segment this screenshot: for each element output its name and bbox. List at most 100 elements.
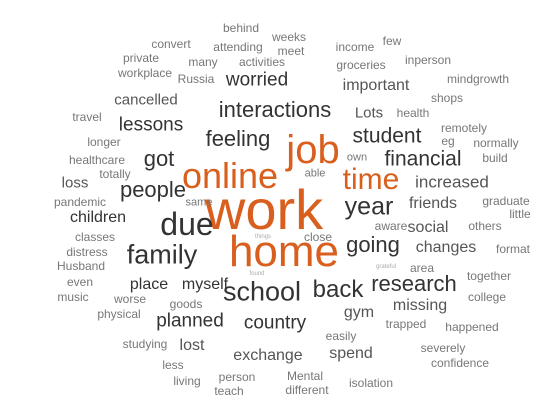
word-confidence: confidence: [430, 356, 490, 370]
word-living: living: [173, 374, 201, 388]
word-planned: planned: [156, 310, 224, 332]
word-changes: changes: [415, 239, 477, 256]
word-different: different: [285, 383, 329, 397]
word-same: same: [185, 196, 213, 209]
word-found: found: [249, 271, 265, 277]
word-exchange: exchange: [233, 347, 303, 364]
word-healthcare: healthcare: [68, 153, 126, 167]
word-eg: eg: [441, 134, 455, 148]
word-financial: financial: [384, 147, 462, 171]
word-severely: severely: [420, 341, 466, 355]
word-little: little: [509, 207, 531, 221]
word-important: important: [342, 77, 410, 94]
word-due: due: [160, 206, 214, 242]
word-easily: easily: [325, 329, 357, 343]
word-country: country: [243, 312, 307, 334]
word-inperson: inperson: [404, 53, 452, 67]
word-lots: Lots: [354, 104, 384, 122]
word-totally: totally: [99, 167, 131, 181]
word-meet: meet: [277, 44, 305, 58]
word-student: student: [352, 124, 422, 148]
word-studying: studying: [122, 337, 168, 351]
word-home: home: [228, 227, 340, 276]
word-able: able: [304, 167, 326, 180]
word-even: even: [66, 275, 94, 289]
word-goods: goods: [169, 297, 203, 311]
word-teach: teach: [214, 384, 244, 398]
word-time: time: [342, 163, 400, 196]
word-travel: travel: [72, 110, 102, 124]
word-aware: aware: [374, 219, 408, 233]
word-people: people: [119, 177, 187, 202]
word-own: own: [346, 151, 368, 164]
word-things: things: [254, 234, 272, 240]
word-mental: Mental: [286, 369, 324, 383]
word-many: many: [188, 55, 218, 69]
word-distress: distress: [66, 245, 108, 259]
word-spend: spend: [329, 345, 373, 362]
word-isolation: isolation: [348, 376, 394, 390]
word-classes: classes: [74, 230, 116, 244]
word-cancelled: cancelled: [114, 91, 178, 109]
word-work: work: [204, 178, 324, 241]
word-myself: myself: [181, 276, 229, 293]
word-research: research: [371, 271, 457, 296]
word-longer: longer: [87, 135, 121, 149]
word-few: few: [382, 34, 402, 48]
word-year: year: [344, 192, 394, 221]
word-remotely: remotely: [440, 121, 488, 135]
word-gym: gym: [343, 304, 375, 321]
word-lessons: lessons: [118, 114, 184, 136]
word-less: less: [162, 358, 184, 372]
word-workplace: workplace: [117, 66, 173, 80]
word-attending: attending: [213, 40, 263, 54]
word-online: online: [181, 155, 279, 196]
word-trapped: trapped: [385, 317, 427, 331]
word-format: format: [495, 242, 531, 256]
word-shops: shops: [430, 91, 464, 105]
word-groceries: groceries: [336, 58, 386, 72]
word-grateful: grateful: [375, 264, 397, 270]
word-lost: lost: [179, 337, 205, 354]
word-job: job: [286, 128, 340, 172]
word-worried: worried: [225, 69, 289, 91]
word-person: person: [218, 370, 256, 384]
word-private: private: [122, 51, 160, 65]
word-convert: convert: [151, 37, 191, 51]
word-health: health: [396, 106, 430, 120]
word-together: together: [466, 269, 512, 283]
word-friends: friends: [408, 195, 458, 212]
word-worse: worse: [113, 292, 147, 306]
word-close: close: [303, 230, 333, 244]
word-children: children: [69, 209, 127, 226]
word-feeling: feeling: [205, 126, 271, 151]
word-got: got: [143, 146, 175, 171]
word-increased: increased: [415, 172, 489, 192]
word-back: back: [312, 276, 364, 303]
word-interactions: interactions: [218, 97, 332, 122]
word-weeks: weeks: [271, 30, 307, 44]
word-school: school: [222, 276, 302, 307]
word-physical: physical: [97, 307, 141, 321]
word-family: family: [126, 239, 198, 270]
word-build: build: [482, 151, 508, 165]
word-activities: activities: [238, 55, 286, 69]
word-area: area: [409, 261, 435, 275]
word-happened: happened: [445, 320, 499, 334]
word-loss: loss: [61, 174, 89, 192]
word-normally: normally: [473, 136, 519, 150]
word-college: college: [467, 290, 507, 304]
word-pandemic: pandemic: [53, 195, 107, 209]
word-graduate: graduate: [482, 194, 530, 208]
word-place: place: [129, 276, 169, 293]
word-behind: behind: [222, 21, 260, 35]
word-others: others: [468, 219, 502, 233]
word-mindgrowth: mindgrowth: [446, 72, 510, 86]
word-going: going: [346, 232, 400, 257]
word-russia: Russia: [177, 72, 215, 86]
word-music: music: [57, 290, 89, 304]
word-social: social: [407, 219, 449, 236]
word-husband: Husband: [56, 259, 106, 273]
word-income: income: [335, 40, 375, 54]
